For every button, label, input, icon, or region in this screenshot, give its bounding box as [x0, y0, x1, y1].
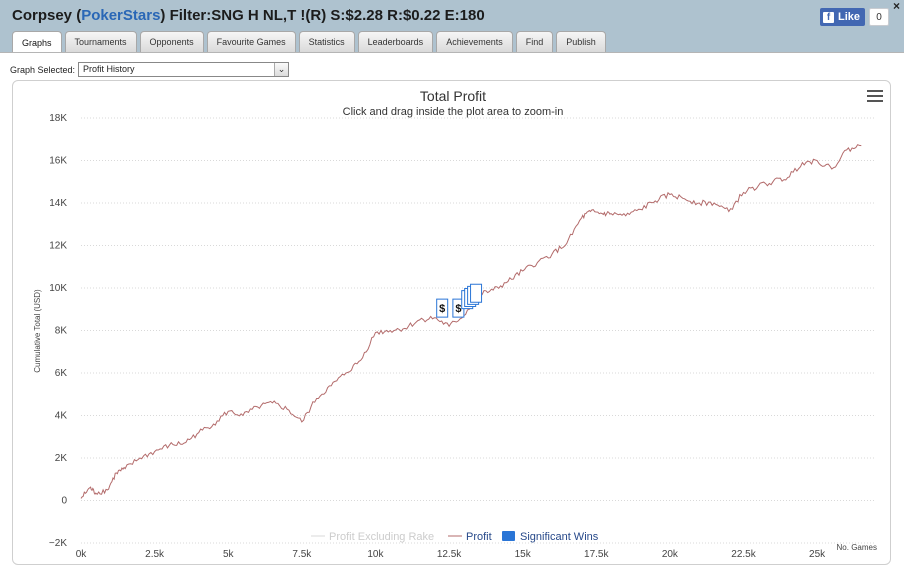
legend-label[interactable]: Profit — [466, 531, 492, 543]
graph-selected-label: Graph Selected: — [10, 65, 76, 75]
significant-win-marker[interactable] — [470, 283, 483, 303]
x-tick-label: 25k — [809, 549, 826, 560]
facebook-like-count: 0 — [869, 8, 890, 26]
x-tick-label: 15k — [515, 549, 532, 560]
graphs-panel: Graph Selected: Profit History ⌄ −2K 0 2K 4… — [0, 52, 904, 567]
tab-graphs[interactable]: Graphs — [12, 31, 62, 53]
page-title: Corpsey (PokerStars) Filter:SNG H NL,T !… — [12, 7, 485, 24]
y-tick-label: 14K — [49, 198, 67, 209]
paren-open: ( — [72, 7, 82, 24]
y-tick-label: 0 — [61, 496, 67, 507]
legend-label[interactable]: Significant Wins — [520, 531, 599, 543]
dollar-icon: $ — [439, 303, 445, 315]
dollar-icon: $ — [455, 303, 461, 315]
x-axis-ticks: 0k 2.5k 5k 7.5k 10k 12.5k 15k 17.5k 20k 22.5k 25k — [76, 549, 826, 560]
legend-item[interactable]: Profit Excluding Rake — [311, 531, 434, 543]
player-name: Corpsey — [12, 7, 73, 24]
y-tick-label: 2K — [55, 453, 68, 464]
x-tick-label: 12.5k — [437, 549, 462, 560]
title-bar: Corpsey (PokerStars) Filter:SNG H NL,T !… — [0, 0, 904, 32]
tab-favourite-games[interactable]: Favourite Games — [206, 31, 296, 52]
y-axis-label: Cumulative Total (USD) — [33, 289, 42, 373]
x-tick-label: 0k — [76, 549, 88, 560]
chart-grid — [81, 117, 876, 544]
tab-achievements[interactable]: Achievements — [436, 31, 513, 52]
x-tick-label: 22.5k — [731, 549, 756, 560]
chart-menu-icon[interactable] — [867, 90, 883, 104]
facebook-like-label: Like — [838, 11, 861, 23]
tab-statistics[interactable]: Statistics — [298, 31, 355, 52]
significant-win-marker[interactable]: $ — [436, 298, 449, 318]
graph-select[interactable]: Profit History ⌄ — [78, 62, 289, 77]
filter-summary: Filter:SNG H NL,T !(R) S:$2.28 R:$0.22 E… — [165, 7, 485, 24]
y-tick-label: 4K — [55, 411, 68, 422]
tab-tournaments[interactable]: Tournaments — [64, 31, 137, 52]
x-tick-label: 17.5k — [584, 549, 609, 560]
paren-close: ) — [160, 7, 166, 24]
tab-opponents[interactable]: Opponents — [139, 31, 204, 52]
significant-win-markers[interactable]: $ $ — [436, 283, 483, 318]
tab-bar: Graphs Tournaments Opponents Favourite G… — [12, 31, 609, 53]
y-tick-label: 18K — [49, 113, 67, 124]
y-tick-label: 8K — [55, 326, 68, 337]
y-tick-label: −2K — [49, 538, 67, 549]
series-line-profit — [80, 144, 862, 499]
x-tick-label: 7.5k — [292, 549, 312, 560]
profit-chart[interactable]: −2K 0 2K 4K 6K 8K 10K 12K 14K 16K 18K 0k 2.5k 5k 7.5k… — [13, 81, 891, 565]
close-icon[interactable]: × — [892, 0, 900, 13]
graph-select-value: Profit History — [83, 64, 135, 74]
legend-item[interactable]: Profit — [448, 531, 492, 543]
x-tick-label: 10k — [367, 549, 384, 560]
facebook-icon: f — [823, 11, 834, 23]
chevron-down-icon[interactable]: ⌄ — [274, 63, 288, 76]
y-axis-ticks: −2K 0 2K 4K 6K 8K 10K 12K 14K 16K 18K — [49, 113, 68, 549]
chart-legend[interactable]: Profit Excluding Rake Profit Significant W… — [311, 531, 599, 543]
x-tick-label: 20k — [662, 549, 679, 560]
facebook-like-button[interactable]: f Like — [820, 8, 866, 26]
tab-leaderboards[interactable]: Leaderboards — [357, 31, 434, 52]
legend-item[interactable]: Significant Wins — [502, 531, 599, 543]
tab-publish[interactable]: Publish — [556, 31, 606, 52]
chart-subtitle: Click and drag inside the plot area to z… — [343, 106, 564, 118]
x-tick-label: 5k — [223, 549, 235, 560]
chart-container[interactable]: −2K 0 2K 4K 6K 8K 10K 12K 14K 16K 18K 0k 2.5k 5k 7.5k… — [12, 80, 891, 565]
x-tick-label: 2.5k — [145, 549, 165, 560]
y-tick-label: 10K — [49, 283, 67, 294]
legend-label[interactable]: Profit Excluding Rake — [329, 531, 434, 543]
y-tick-label: 6K — [55, 368, 68, 379]
facebook-like-widget: f Like 0 — [820, 8, 890, 26]
x-axis-label: No. Games — [837, 543, 877, 552]
series-lines — [80, 144, 862, 499]
y-tick-label: 12K — [49, 241, 67, 252]
tab-find[interactable]: Find — [515, 31, 554, 52]
site-name[interactable]: PokerStars — [81, 7, 161, 24]
chart-title: Total Profit — [420, 88, 486, 104]
y-tick-label: 16K — [49, 156, 67, 167]
significant-win-flag — [470, 283, 483, 303]
significant-win-flag — [436, 298, 449, 318]
legend-swatch — [502, 531, 515, 541]
